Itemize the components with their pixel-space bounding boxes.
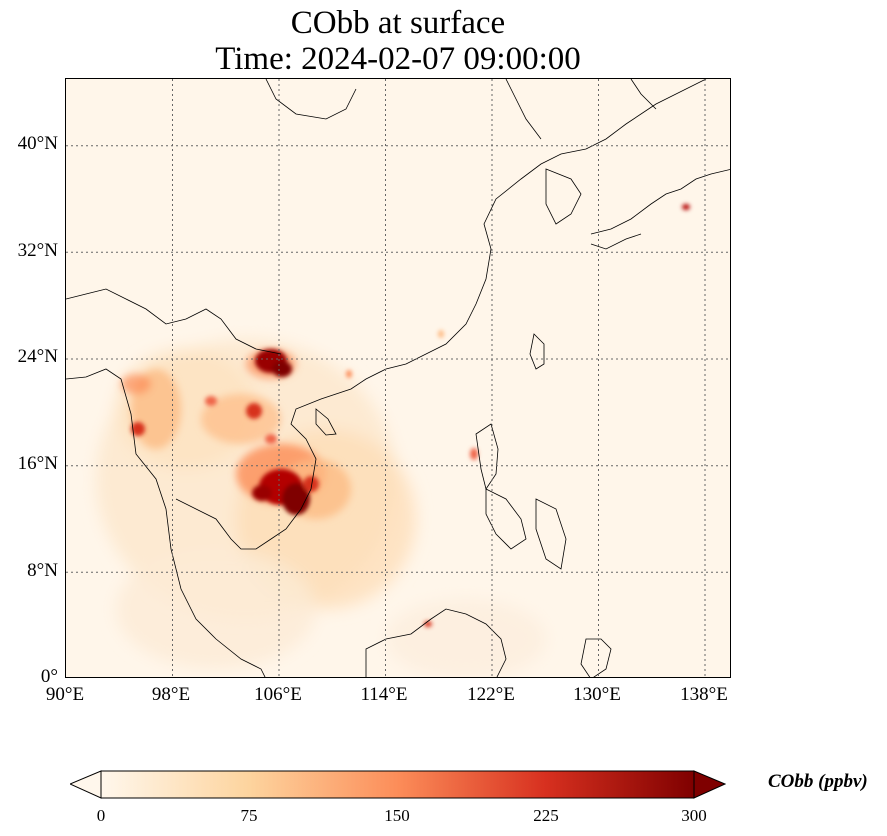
colorbar-tick-label: 75 (240, 806, 258, 825)
lon-tick-label: 138°E (680, 684, 728, 705)
gridlines (66, 79, 730, 677)
map-subtitle-time: Time: 2024-02-07 09:00:00 (215, 41, 581, 77)
lat-tick-label: 0° (40, 666, 58, 687)
map-svg (66, 79, 730, 677)
lat-tick-label: 16°N (17, 453, 58, 474)
hotspots (121, 204, 690, 627)
colorbar-tick-label: 150 (384, 806, 410, 825)
lon-tick-label: 122°E (467, 684, 515, 705)
colorbar-gradient (100, 770, 695, 799)
lat-tick-label: 32°N (17, 240, 58, 261)
lon-tick-label: 90°E (45, 684, 85, 705)
colorbar-title: CObb (ppbv) (768, 771, 868, 792)
lon-tick-label: 106°E (254, 684, 302, 705)
map-title: CObb at surface (290, 5, 506, 41)
lon-tick-label: 130°E (573, 684, 621, 705)
colorbar-tick-label: 225 (533, 806, 559, 825)
map-plot-area (65, 78, 731, 678)
colorbar (70, 770, 726, 799)
colorbar-extend-max (693, 770, 726, 799)
colorbar-tick-label: 0 (96, 806, 106, 825)
colorbar-extend-min (70, 770, 102, 799)
colorbar-tick-label: 300 (681, 806, 707, 825)
lon-tick-label: 114°E (360, 684, 408, 705)
lon-tick-label: 98°E (151, 684, 191, 705)
lat-tick-label: 40°N (17, 133, 58, 154)
lat-tick-label: 24°N (17, 346, 58, 367)
lat-tick-label: 8°N (27, 560, 58, 581)
